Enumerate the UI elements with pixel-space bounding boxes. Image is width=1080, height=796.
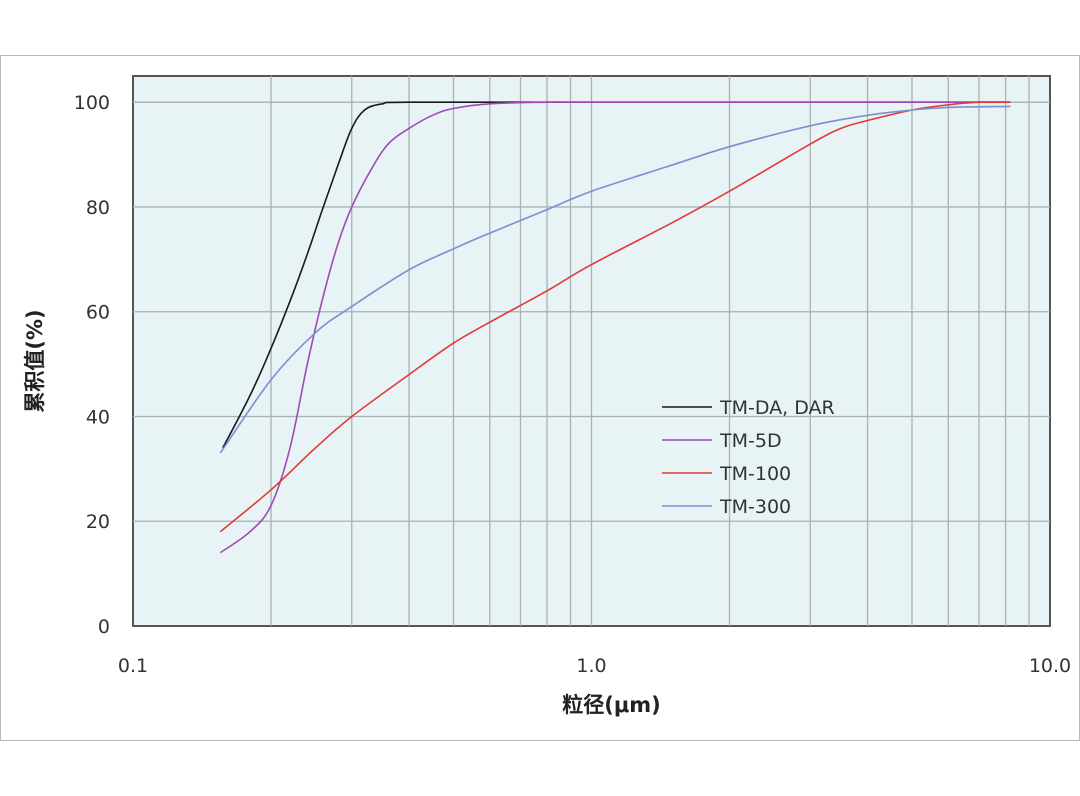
y-tick-label: 20 <box>86 511 110 533</box>
x-tick-label: 10.0 <box>1029 655 1071 677</box>
x-tick-label: 0.1 <box>118 655 148 677</box>
y-axis-title: 累积值(%) <box>23 309 47 412</box>
y-tick-label: 40 <box>86 406 110 428</box>
x-axis-tick-labels: 0.1 1.0 10.0 <box>118 655 1071 677</box>
x-tick-label: 1.0 <box>576 655 606 677</box>
legend: TM-DA, DAR TM-5D TM-100 TM-300 <box>662 397 835 518</box>
legend-label: TM-100 <box>719 463 791 485</box>
y-tick-label: 0 <box>98 616 110 638</box>
y-tick-label: 100 <box>74 92 110 114</box>
y-axis-tick-labels: 0 20 40 60 80 100 <box>74 92 110 638</box>
legend-label: TM-DA, DAR <box>719 397 835 419</box>
legend-label: TM-5D <box>719 430 782 452</box>
y-tick-label: 60 <box>86 302 110 324</box>
y-tick-label: 80 <box>86 197 110 219</box>
series-line-2 <box>219 101 1011 554</box>
series-line-4 <box>219 105 1011 454</box>
series-lines <box>219 101 1011 554</box>
x-axis-title: 粒径(μm) <box>562 693 661 717</box>
legend-label: TM-300 <box>719 496 791 518</box>
